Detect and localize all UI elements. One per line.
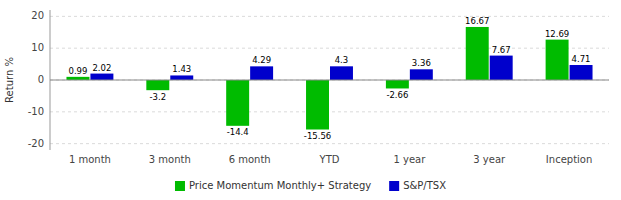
- bar: [90, 74, 113, 80]
- x-tick-label: 1 month: [69, 154, 111, 165]
- x-tick-label: Inception: [546, 154, 592, 165]
- grid-line: [50, 143, 609, 144]
- x-tick-label: 3 month: [149, 154, 191, 165]
- grid-line: [50, 16, 609, 17]
- data-label: 0.99: [68, 66, 87, 76]
- bar: [386, 80, 409, 88]
- data-label: 4.71: [572, 54, 591, 64]
- bar: [466, 27, 489, 80]
- data-label: 16.67: [465, 16, 489, 26]
- legend-label: S&P/TSX: [403, 180, 446, 191]
- data-label: 4.29: [252, 55, 271, 65]
- data-label: -15.56: [304, 131, 331, 141]
- grid-line: [50, 48, 609, 49]
- data-label: -14.4: [227, 127, 249, 137]
- legend-swatch: [389, 181, 399, 191]
- x-tick-label: 1 year: [393, 154, 426, 165]
- legend-label: Price Momentum Monthly+ Strategy: [189, 180, 371, 191]
- legend: Price Momentum Monthly+ Strategy S&P/TSX: [175, 180, 446, 191]
- bars: [66, 27, 592, 130]
- zero-line: [50, 80, 609, 81]
- data-label: 2.02: [92, 63, 111, 73]
- data-label: 3.36: [412, 58, 431, 68]
- legend-swatch: [175, 181, 185, 191]
- data-label: -2.66: [386, 90, 408, 100]
- grid-line: [50, 111, 609, 112]
- bar: [330, 66, 353, 80]
- y-tick-label: -20: [28, 138, 44, 149]
- bar: [490, 56, 513, 80]
- bar: [250, 66, 273, 80]
- x-tick-label: 6 month: [229, 154, 271, 165]
- data-label: 4.3: [335, 55, 349, 65]
- chart: -20 -10 0 10 20 Return % 0.99 -3.2 -14.4 -15.56 -2…: [0, 0, 621, 200]
- data-label: 7.67: [492, 45, 511, 55]
- data-label: 1.43: [172, 64, 191, 74]
- bar: [306, 80, 329, 130]
- bar: [226, 80, 249, 126]
- data-label: 12.69: [545, 29, 569, 39]
- x-tick-label: 3 year: [473, 154, 506, 165]
- y-tick-label: -10: [28, 106, 44, 117]
- y-axis-label: Return %: [4, 57, 15, 103]
- x-tick-label: YTD: [319, 154, 340, 165]
- y-tick-label: 20: [31, 10, 44, 21]
- y-tick-label: 10: [31, 42, 44, 53]
- y-tick-label: 0: [38, 74, 44, 85]
- bar: [410, 69, 433, 80]
- grid-line: [50, 80, 609, 81]
- bar: [546, 40, 569, 80]
- bar: [170, 75, 193, 80]
- bar: [146, 80, 169, 90]
- grid: [50, 16, 609, 143]
- data-label: -3.2: [150, 92, 167, 102]
- bar: [570, 65, 593, 80]
